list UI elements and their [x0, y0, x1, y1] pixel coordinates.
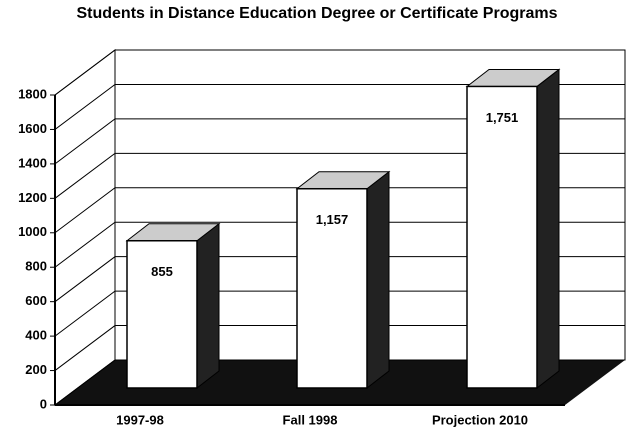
y-tick-label: 1800 — [18, 86, 47, 101]
grid-line — [54, 359, 625, 406]
grid-line — [54, 187, 625, 234]
grid-line — [54, 221, 625, 268]
bar-side — [536, 68, 560, 390]
x-tick-label: Projection 2010 — [432, 412, 528, 427]
side-wall — [54, 49, 116, 406]
value-label: 1,751 — [486, 110, 519, 125]
grid-line — [54, 325, 625, 371]
y-tick-label: 1000 — [18, 224, 47, 239]
bar — [466, 85, 538, 389]
x-tick-label: 1997-98 — [116, 412, 164, 427]
grid-line — [54, 118, 625, 165]
grid-line — [54, 83, 625, 130]
value-label: 1,157 — [316, 212, 349, 227]
y-tick-label: 1400 — [18, 155, 47, 170]
x-tick-label: Fall 1998 — [283, 412, 338, 427]
grid-line — [54, 152, 625, 199]
y-tick-label: 600 — [25, 293, 47, 308]
title-box: Students in Distance Education Degree or… — [76, 5, 558, 22]
y-tick-label: 800 — [25, 259, 47, 274]
bar-side — [196, 222, 220, 390]
value-label: 855 — [151, 264, 173, 279]
y-tick-label: 1600 — [18, 121, 47, 136]
y-tick-label: 400 — [25, 328, 47, 343]
grid-line — [54, 290, 625, 337]
bar — [126, 240, 198, 389]
y-tick-label: 1200 — [18, 190, 47, 205]
grid-line — [54, 49, 625, 96]
bar-side — [366, 170, 390, 390]
chart-title: Students in Distance Education Degree or… — [76, 5, 558, 22]
y-tick-label: 0 — [40, 396, 47, 411]
grid-line — [54, 256, 625, 303]
y-tick-label: 200 — [25, 362, 47, 377]
bar — [296, 187, 368, 389]
